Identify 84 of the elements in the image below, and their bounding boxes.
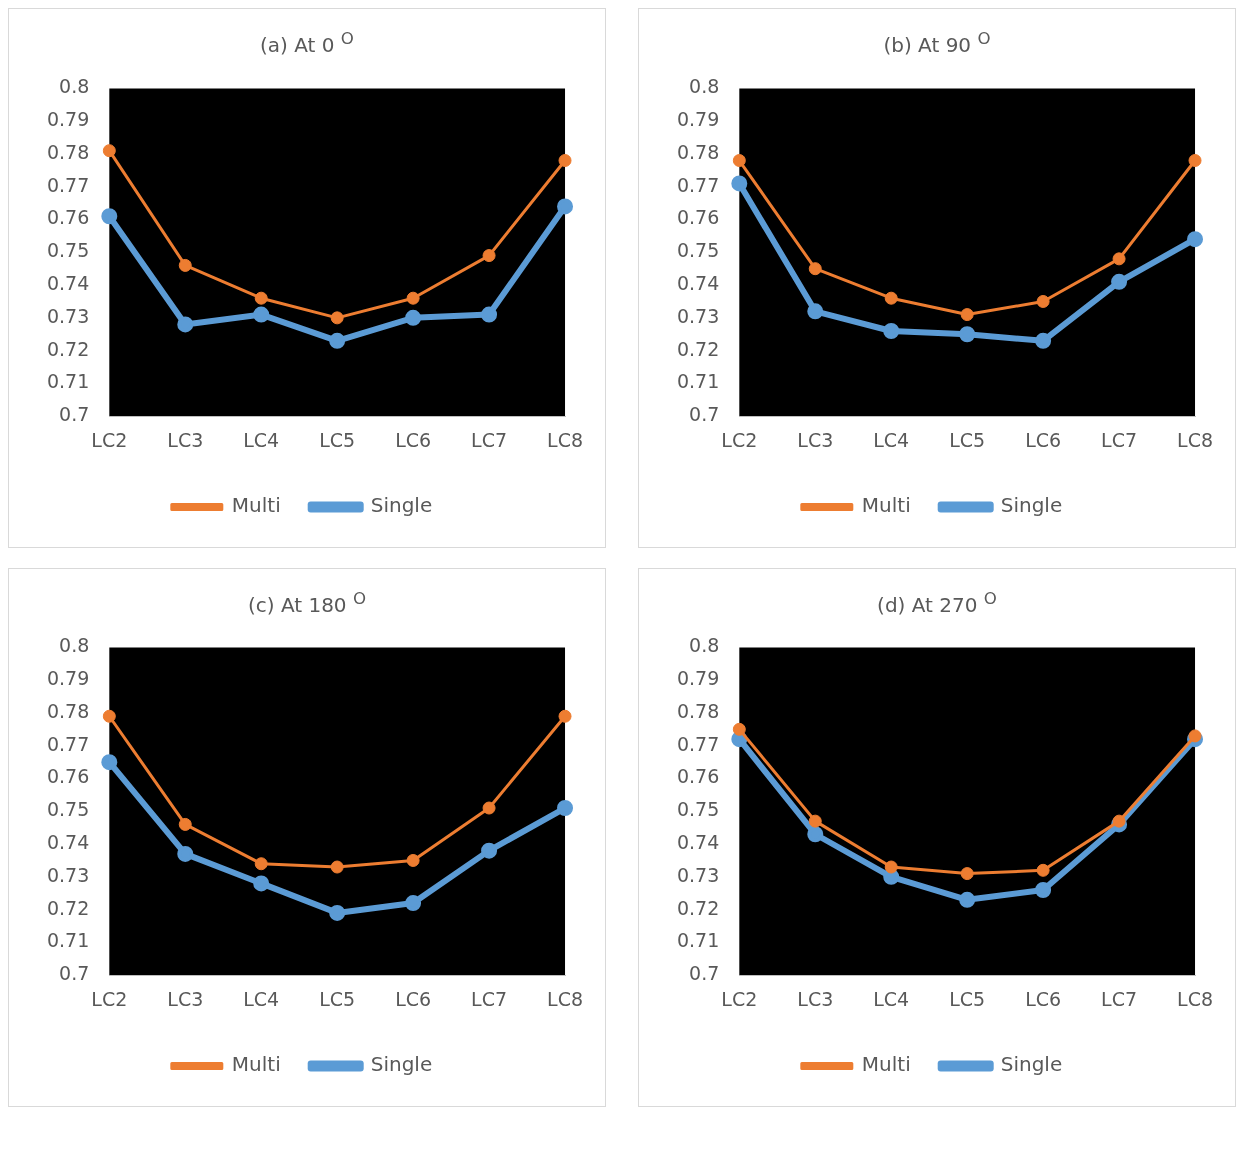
x-tick-label: LC7 xyxy=(471,987,508,1010)
y-tick-label: 0.75 xyxy=(676,238,720,261)
x-tick-label: LC3 xyxy=(167,428,204,451)
y-tick-label: 0.71 xyxy=(676,370,720,393)
x-tick-label: LC5 xyxy=(319,987,356,1010)
y-tick-label: 0.78 xyxy=(676,140,720,163)
x-tick-label: LC5 xyxy=(319,428,356,451)
x-tick-label: LC4 xyxy=(243,428,280,451)
y-tick-label: 0.74 xyxy=(46,271,90,294)
y-tick-label: 0.75 xyxy=(46,798,90,821)
y-tick-label: 0.7 xyxy=(59,402,90,425)
y-tick-label: 0.78 xyxy=(46,140,90,163)
y-tick-label: 0.77 xyxy=(46,173,90,196)
y-tick-label: 0.7 xyxy=(689,962,720,985)
x-tick-label: LC6 xyxy=(395,987,432,1010)
x-tick-label: LC4 xyxy=(243,987,280,1010)
x-tick-label: LC4 xyxy=(873,428,910,451)
y-tick-label: 0.75 xyxy=(46,238,90,261)
x-tick-label: LC8 xyxy=(547,428,584,451)
y-tick-label: 0.77 xyxy=(676,173,720,196)
legend-label: Multi xyxy=(231,492,281,517)
x-tick-label: LC6 xyxy=(1025,428,1062,451)
y-tick-label: 0.71 xyxy=(46,929,90,952)
y-tick-label: 0.73 xyxy=(676,304,720,327)
x-tick-label: LC3 xyxy=(797,428,834,451)
legend-label: Single xyxy=(370,492,433,517)
y-tick-label: 0.74 xyxy=(676,831,720,854)
x-tick-label: LC3 xyxy=(797,987,834,1010)
y-tick-label: 0.74 xyxy=(676,271,720,294)
x-tick-label: LC6 xyxy=(1025,987,1062,1010)
y-tick-label: 0.76 xyxy=(46,765,90,788)
y-tick-label: 0.79 xyxy=(46,107,90,130)
y-tick-label: 0.8 xyxy=(59,634,90,657)
y-tick-label: 0.7 xyxy=(689,402,720,425)
y-tick-label: 0.75 xyxy=(676,798,720,821)
y-tick-label: 0.77 xyxy=(46,732,90,755)
legend-label: Single xyxy=(1000,492,1063,517)
y-tick-label: 0.8 xyxy=(689,634,720,657)
y-tick-label: 0.79 xyxy=(46,667,90,690)
y-tick-label: 0.77 xyxy=(676,732,720,755)
legend-label: Multi xyxy=(231,1052,281,1077)
legend-label: Single xyxy=(370,1052,433,1077)
y-tick-label: 0.76 xyxy=(676,206,720,229)
legend-label: Single xyxy=(1000,1052,1063,1077)
x-tick-label: LC8 xyxy=(1177,428,1214,451)
x-tick-label: LC8 xyxy=(1177,987,1214,1010)
y-tick-label: 0.76 xyxy=(676,765,720,788)
x-tick-label: LC2 xyxy=(91,428,128,451)
x-tick-label: LC2 xyxy=(91,987,128,1010)
y-tick-label: 0.72 xyxy=(676,896,720,919)
y-tick-label: 0.78 xyxy=(46,700,90,723)
legend-label: Multi xyxy=(861,492,911,517)
legend-label: Multi xyxy=(861,1052,911,1077)
y-tick-label: 0.72 xyxy=(676,337,720,360)
x-tick-label: LC2 xyxy=(721,987,758,1010)
x-tick-label: LC7 xyxy=(471,428,508,451)
y-tick-label: 0.72 xyxy=(46,337,90,360)
y-tick-label: 0.71 xyxy=(676,929,720,952)
y-tick-label: 0.78 xyxy=(676,700,720,723)
x-tick-label: LC4 xyxy=(873,987,910,1010)
x-tick-label: LC6 xyxy=(395,428,432,451)
y-tick-label: 0.73 xyxy=(46,864,90,887)
y-tick-label: 0.71 xyxy=(46,370,90,393)
y-tick-label: 0.8 xyxy=(689,74,720,97)
chart-title: (a) At 0 $^{O}$ xyxy=(259,29,355,57)
chart-title: (d) At 270 $^{O}$ xyxy=(876,588,998,617)
y-tick-label: 0.76 xyxy=(46,206,90,229)
y-tick-label: 0.72 xyxy=(46,896,90,919)
chart-title: (b) At 90 $^{O}$ xyxy=(882,29,992,57)
y-tick-label: 0.79 xyxy=(676,107,720,130)
y-tick-label: 0.8 xyxy=(59,74,90,97)
y-tick-label: 0.73 xyxy=(46,304,90,327)
x-tick-label: LC3 xyxy=(167,987,204,1010)
x-tick-label: LC7 xyxy=(1101,428,1138,451)
x-tick-label: LC7 xyxy=(1101,987,1138,1010)
chart-title: (c) At 180 $^{O}$ xyxy=(246,588,368,617)
y-tick-label: 0.74 xyxy=(46,831,90,854)
x-tick-label: LC5 xyxy=(949,987,986,1010)
y-tick-label: 0.73 xyxy=(676,864,720,887)
x-tick-label: LC2 xyxy=(721,428,758,451)
x-tick-label: LC5 xyxy=(949,428,986,451)
y-tick-label: 0.7 xyxy=(59,962,90,985)
y-tick-label: 0.79 xyxy=(676,667,720,690)
x-tick-label: LC8 xyxy=(547,987,584,1010)
